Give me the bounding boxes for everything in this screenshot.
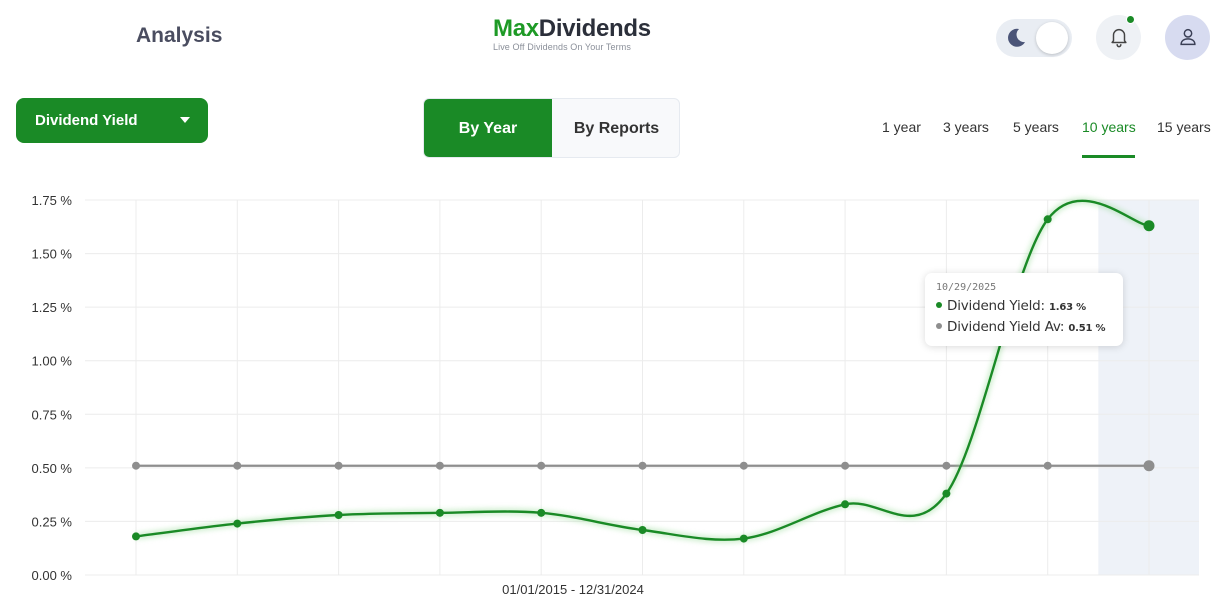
range-tab-3-years[interactable]: 3 years: [943, 119, 989, 135]
logo-tagline: Live Off Dividends On Your Terms: [493, 42, 631, 52]
bell-icon: [1111, 29, 1127, 48]
theme-toggle[interactable]: [996, 19, 1072, 57]
range-tab-15-years[interactable]: 15 years: [1157, 119, 1211, 135]
tab-by-year[interactable]: By Year: [424, 99, 552, 157]
data-point-dividend-yield: [841, 500, 850, 509]
avatar[interactable]: [1165, 15, 1210, 60]
data-point-average: [435, 461, 444, 470]
tab-by-reports[interactable]: By Reports: [573, 120, 660, 137]
x-axis-label: 01/01/2015 - 12/31/2024: [502, 582, 644, 597]
notification-dot: [1126, 15, 1135, 24]
tooltip-row-average: Dividend Yield Av: 0.51 %: [936, 319, 1112, 335]
tooltip-value-yield: 1.63 %: [1048, 302, 1086, 313]
data-point-dividend-yield: [739, 534, 748, 543]
data-point-average: [537, 461, 546, 470]
range-tab-underline: [1082, 155, 1135, 158]
range-tab-10-years[interactable]: 10 years: [1082, 119, 1136, 135]
metric-select[interactable]: Dividend Yield: [16, 98, 208, 143]
chart-tooltip: 10/29/2025 Dividend Yield: 1.63 % Divide…: [925, 273, 1123, 346]
y-tick-label: 1.25 %: [32, 300, 73, 315]
data-point-dividend-yield: [1143, 220, 1155, 232]
tooltip-row-yield: Dividend Yield: 1.63 %: [936, 298, 1112, 314]
data-point-average: [1143, 460, 1155, 472]
data-point-dividend-yield: [942, 489, 951, 498]
logo[interactable]: MaxDividends Live Off Dividends On Your …: [493, 15, 663, 52]
tooltip-dot-average: [936, 323, 942, 329]
data-point-average: [233, 461, 242, 470]
notifications-button[interactable]: [1096, 15, 1141, 60]
tooltip-label-average: Dividend Yield Av:: [947, 319, 1065, 335]
toggle-knob: [1036, 22, 1068, 54]
mode-tabs: By Year By Reports: [423, 98, 680, 158]
dividend-yield-chart[interactable]: 0.00 % 0.25 % 0.50 % 0.75 % 1.00 % 1.25 % 1.50…: [0, 185, 1221, 608]
data-point-average: [1043, 461, 1052, 470]
data-point-dividend-yield: [1043, 215, 1052, 224]
y-tick-label: 0.25 %: [32, 514, 73, 529]
data-point-average: [739, 461, 748, 470]
range-tab-1-year[interactable]: 1 year: [882, 119, 921, 135]
metric-select-label: Dividend Yield: [35, 112, 138, 129]
data-point-average: [638, 461, 647, 470]
caret-down-icon: [180, 117, 190, 123]
range-tab-5-years[interactable]: 5 years: [1013, 119, 1059, 135]
moon-icon: [1008, 28, 1025, 47]
data-point-average: [841, 461, 850, 470]
data-point-dividend-yield: [435, 508, 444, 517]
y-tick-label: 1.50 %: [32, 247, 73, 262]
data-point-dividend-yield: [132, 532, 140, 541]
page-title: Analysis: [136, 24, 223, 47]
data-point-dividend-yield: [233, 519, 242, 528]
y-tick-label: 0.00 %: [32, 568, 73, 583]
user-icon: [1180, 28, 1196, 46]
data-point-dividend-yield: [537, 508, 546, 517]
data-point-average: [132, 461, 140, 470]
data-point-dividend-yield: [638, 526, 647, 534]
data-point-average: [942, 461, 951, 470]
y-tick-label: 1.00 %: [32, 354, 73, 369]
data-point-dividend-yield: [334, 511, 343, 519]
logo-max: Max: [493, 15, 539, 42]
tooltip-dot-yield: [936, 302, 942, 308]
y-tick-label: 1.75 %: [32, 193, 73, 208]
tooltip-value-average: 0.51 %: [1068, 323, 1106, 334]
y-tick-label: 0.75 %: [32, 407, 73, 422]
data-point-average: [334, 461, 343, 470]
tooltip-date: 10/29/2025: [936, 282, 997, 293]
logo-dividends: Dividends: [538, 15, 651, 42]
y-tick-label: 0.50 %: [32, 461, 73, 476]
tooltip-label-yield: Dividend Yield:: [947, 298, 1045, 314]
